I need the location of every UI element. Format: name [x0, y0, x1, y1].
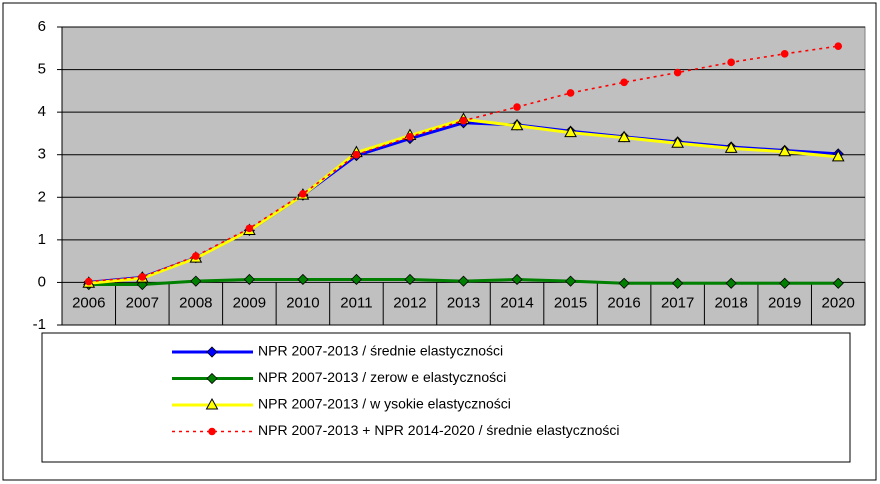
marker — [406, 133, 414, 141]
marker — [404, 273, 416, 286]
x-tick-label: 2013 — [447, 295, 480, 312]
y-tick-label: 2 — [38, 188, 46, 205]
legend-box — [41, 332, 851, 463]
marker — [190, 275, 202, 287]
marker — [672, 277, 684, 289]
y-tick-label: 4 — [38, 103, 46, 120]
marker — [832, 277, 844, 289]
x-tick-label: 2019 — [768, 295, 801, 312]
x-tick-label: 2008 — [179, 295, 212, 312]
marker — [617, 130, 631, 143]
marker — [457, 275, 470, 287]
marker — [778, 144, 792, 157]
y-tick-label: 3 — [38, 146, 46, 163]
legend-label: NPR 2007-2013 / w ysokie elastyczności — [258, 396, 511, 412]
x-tick-label: 2009 — [233, 295, 266, 312]
x-tick-label: 2016 — [607, 295, 640, 312]
x-tick-label: 2010 — [286, 295, 319, 312]
marker — [352, 150, 361, 159]
x-tick-label: 2006 — [72, 295, 105, 312]
x-tick-label: 2007 — [126, 295, 159, 312]
marker — [136, 278, 148, 291]
marker — [297, 273, 309, 286]
marker — [84, 277, 93, 286]
marker — [208, 427, 216, 436]
marker — [350, 273, 362, 286]
marker — [673, 68, 682, 77]
marker — [459, 116, 468, 125]
marker — [511, 273, 523, 286]
marker — [206, 346, 218, 358]
marker — [510, 118, 524, 131]
legend-label: NPR 2007-2013 + NPR 2014-2020 / średnie … — [258, 422, 619, 438]
marker — [299, 190, 307, 198]
marker — [243, 273, 255, 286]
marker — [780, 50, 789, 58]
y-tick-label: -1 — [33, 316, 46, 333]
marker — [206, 372, 218, 385]
y-tick-label: 1 — [38, 231, 46, 248]
x-tick-label: 2018 — [714, 295, 747, 312]
marker — [566, 89, 575, 97]
y-tick-label: 0 — [38, 273, 46, 290]
x-tick-label: 2012 — [393, 295, 426, 312]
x-tick-label: 2017 — [661, 295, 694, 312]
marker — [779, 277, 791, 289]
x-tick-label: 2015 — [554, 295, 587, 312]
x-tick-label: 2011 — [340, 295, 372, 312]
marker — [671, 136, 684, 148]
x-tick-label: 2020 — [822, 295, 855, 312]
x-tick-label: 2014 — [500, 295, 533, 312]
marker — [725, 277, 737, 289]
marker — [205, 397, 219, 410]
legend-label: NPR 2007-2013 / średnie elastyczności — [258, 343, 503, 359]
marker — [565, 275, 577, 287]
marker — [564, 125, 577, 138]
marker — [513, 103, 521, 111]
y-tick-label: 5 — [38, 61, 46, 78]
marker — [724, 141, 738, 153]
marker — [834, 42, 843, 50]
plot-area — [61, 26, 866, 326]
marker — [618, 277, 630, 289]
marker — [620, 78, 628, 87]
legend-label: NPR 2007-2013 / zerow e elastyczności — [258, 369, 506, 385]
marker — [245, 224, 254, 233]
marker — [727, 58, 735, 67]
marker — [192, 252, 200, 260]
marker — [138, 273, 147, 281]
y-tick-label: 6 — [38, 18, 46, 35]
marker — [831, 149, 845, 162]
